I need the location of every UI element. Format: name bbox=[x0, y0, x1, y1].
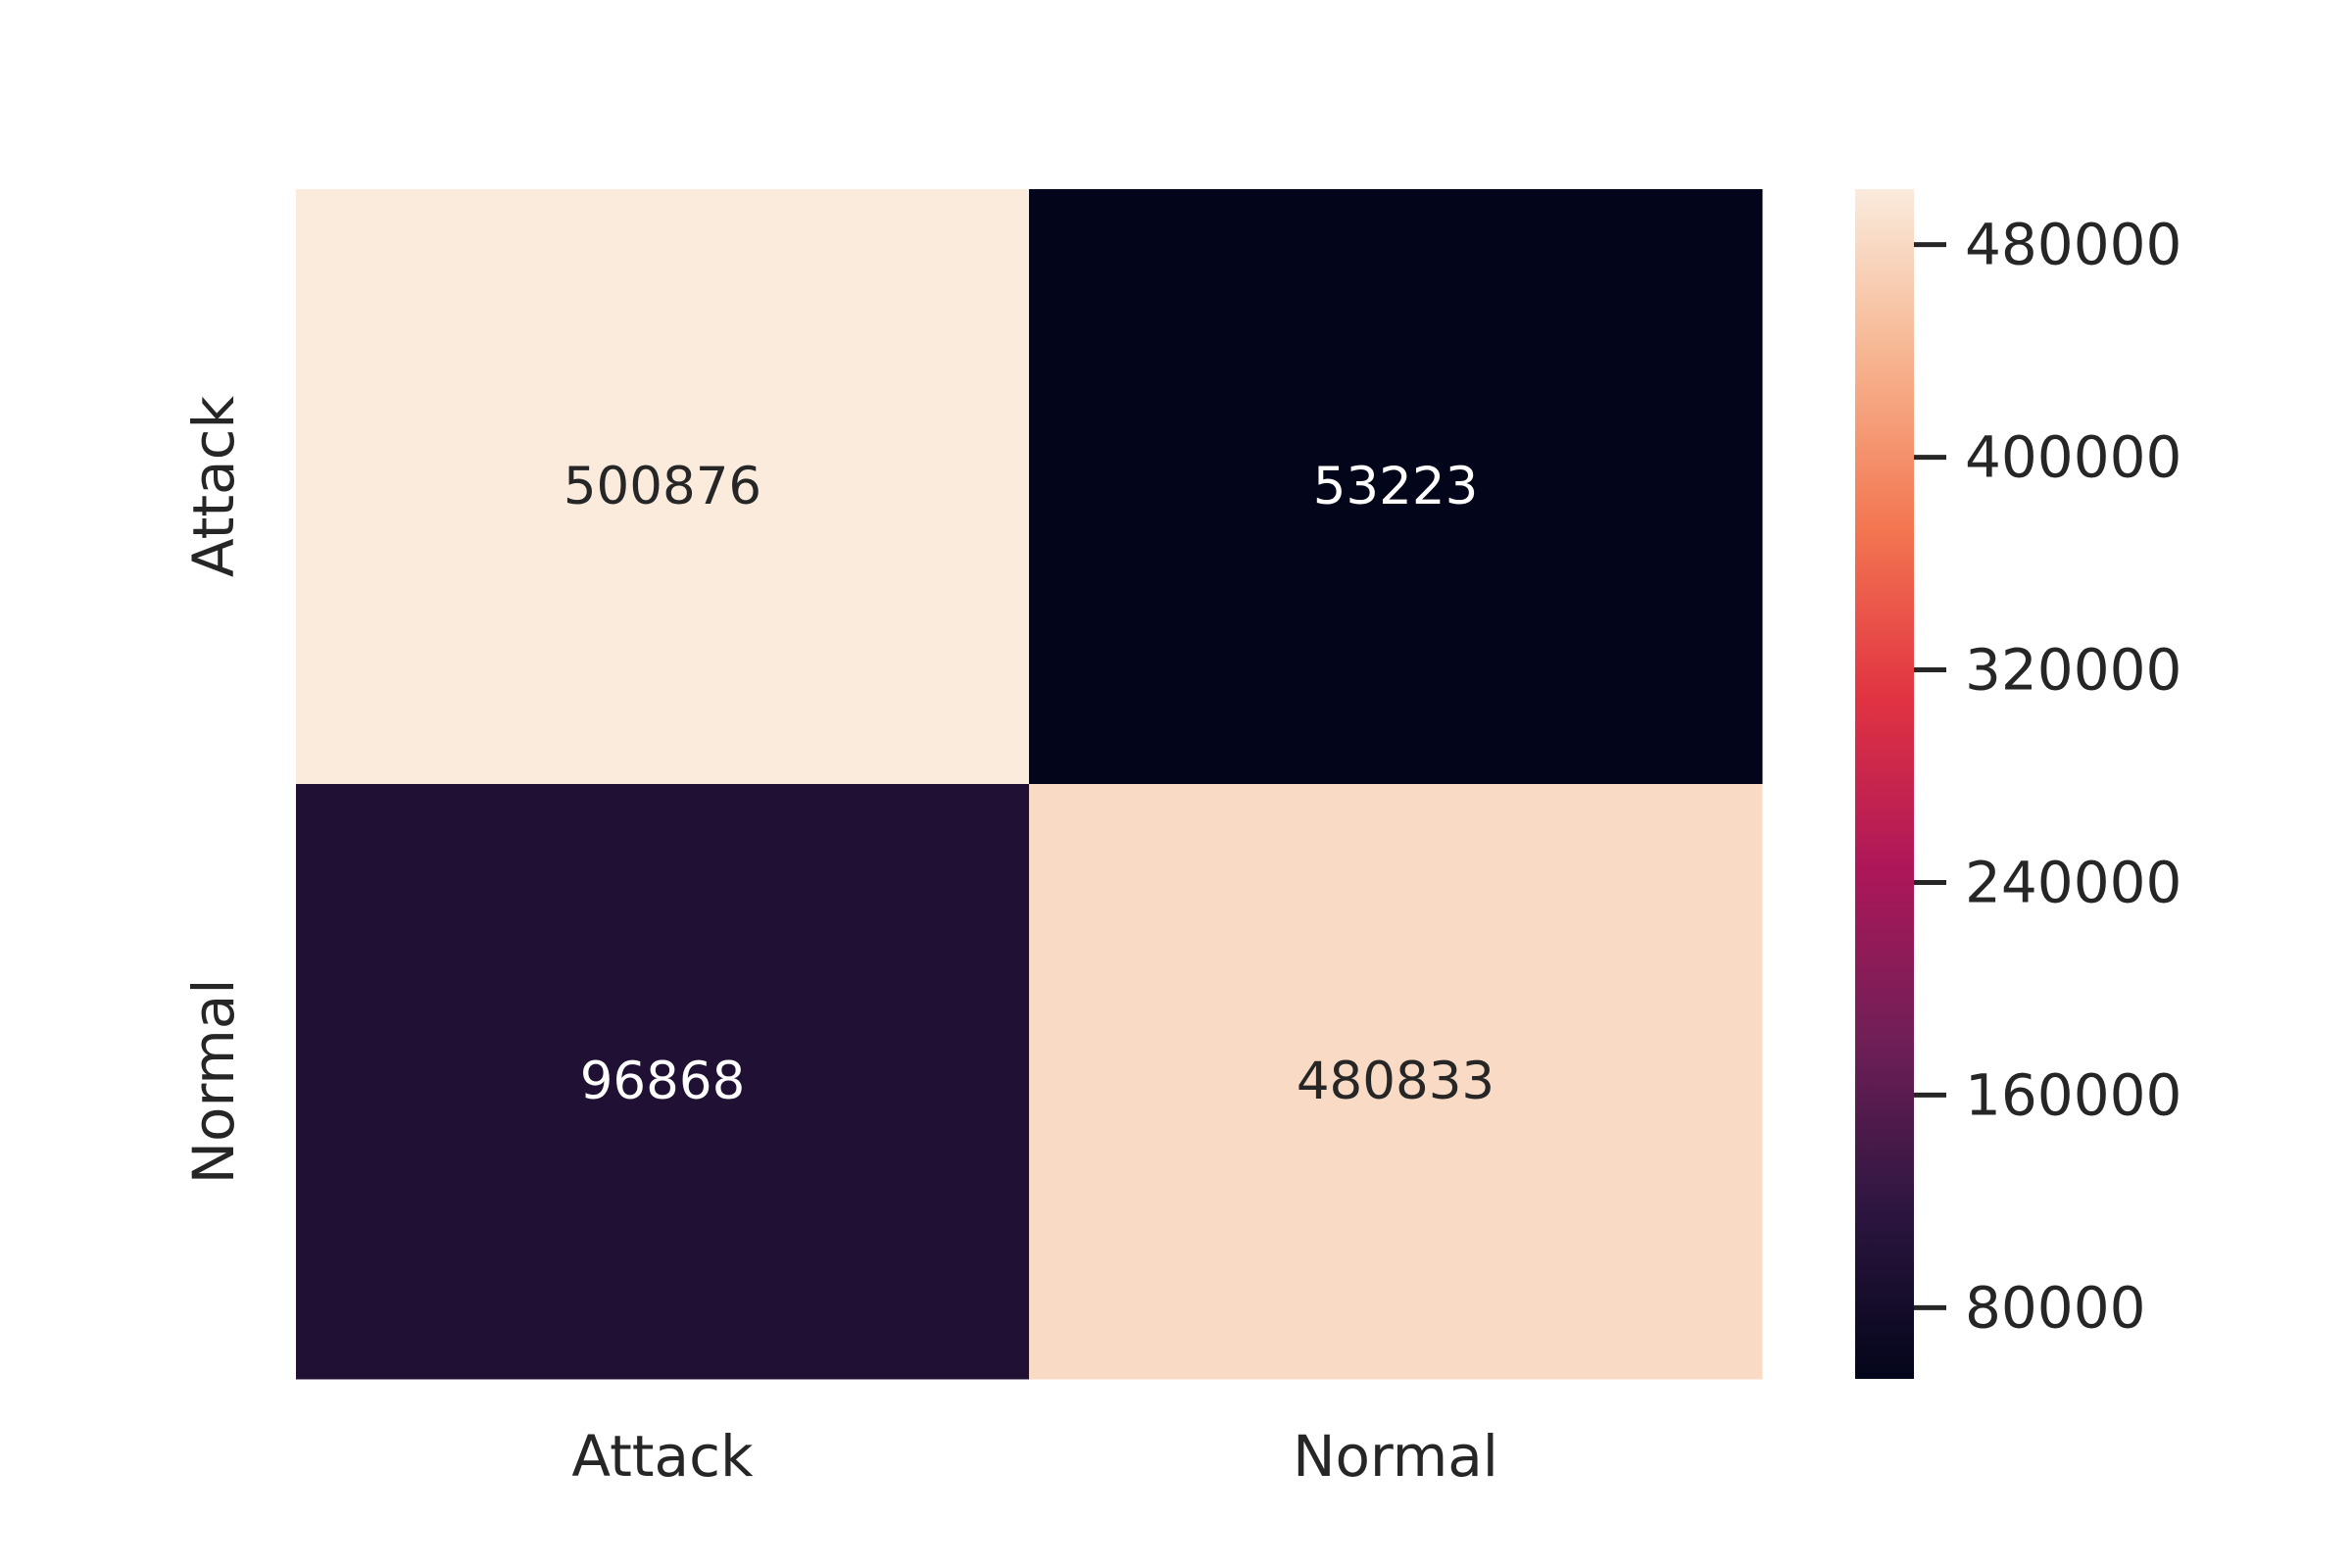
colorbar bbox=[1855, 189, 1914, 1379]
y-tick-label-normal: Normal bbox=[180, 979, 247, 1185]
heatmap-cell-1-1 bbox=[1029, 784, 1763, 1380]
heatmap-cell-0-0 bbox=[296, 189, 1030, 785]
cell-annotation-1-0: 96868 bbox=[580, 1052, 746, 1111]
x-axis-tick-labels: Attack Normal bbox=[571, 1423, 1498, 1490]
cell-annotations: 500876 53223 96868 480833 bbox=[564, 457, 1494, 1111]
heatmap-cells bbox=[296, 189, 1763, 1380]
colorbar-tick-label-5: 480000 bbox=[1965, 212, 2181, 278]
colorbar-tick-label-1: 160000 bbox=[1965, 1061, 2181, 1128]
heatmap-cell-1-0 bbox=[296, 784, 1030, 1380]
y-axis-tick-labels: Attack Normal bbox=[180, 396, 247, 1185]
colorbar-gradient bbox=[1855, 189, 1914, 1379]
x-tick-label-normal: Normal bbox=[1293, 1423, 1498, 1490]
y-tick-label-attack: Attack bbox=[180, 396, 247, 578]
colorbar-tick-label-2: 240000 bbox=[1965, 849, 2181, 915]
colorbar-tick-label-3: 320000 bbox=[1965, 637, 2181, 704]
colorbar-ticks: 80000 160000 240000 320000 400000 480000 bbox=[1914, 212, 2181, 1341]
heatmap-cell-0-1 bbox=[1029, 189, 1763, 785]
colorbar-tick-label-0: 80000 bbox=[1965, 1274, 2146, 1341]
x-tick-label-attack: Attack bbox=[571, 1423, 754, 1490]
colorbar-tick-label-4: 400000 bbox=[1965, 424, 2181, 491]
cell-annotation-0-0: 500876 bbox=[564, 457, 761, 516]
cell-annotation-1-1: 480833 bbox=[1297, 1052, 1494, 1111]
cell-annotation-0-1: 53223 bbox=[1313, 457, 1479, 516]
